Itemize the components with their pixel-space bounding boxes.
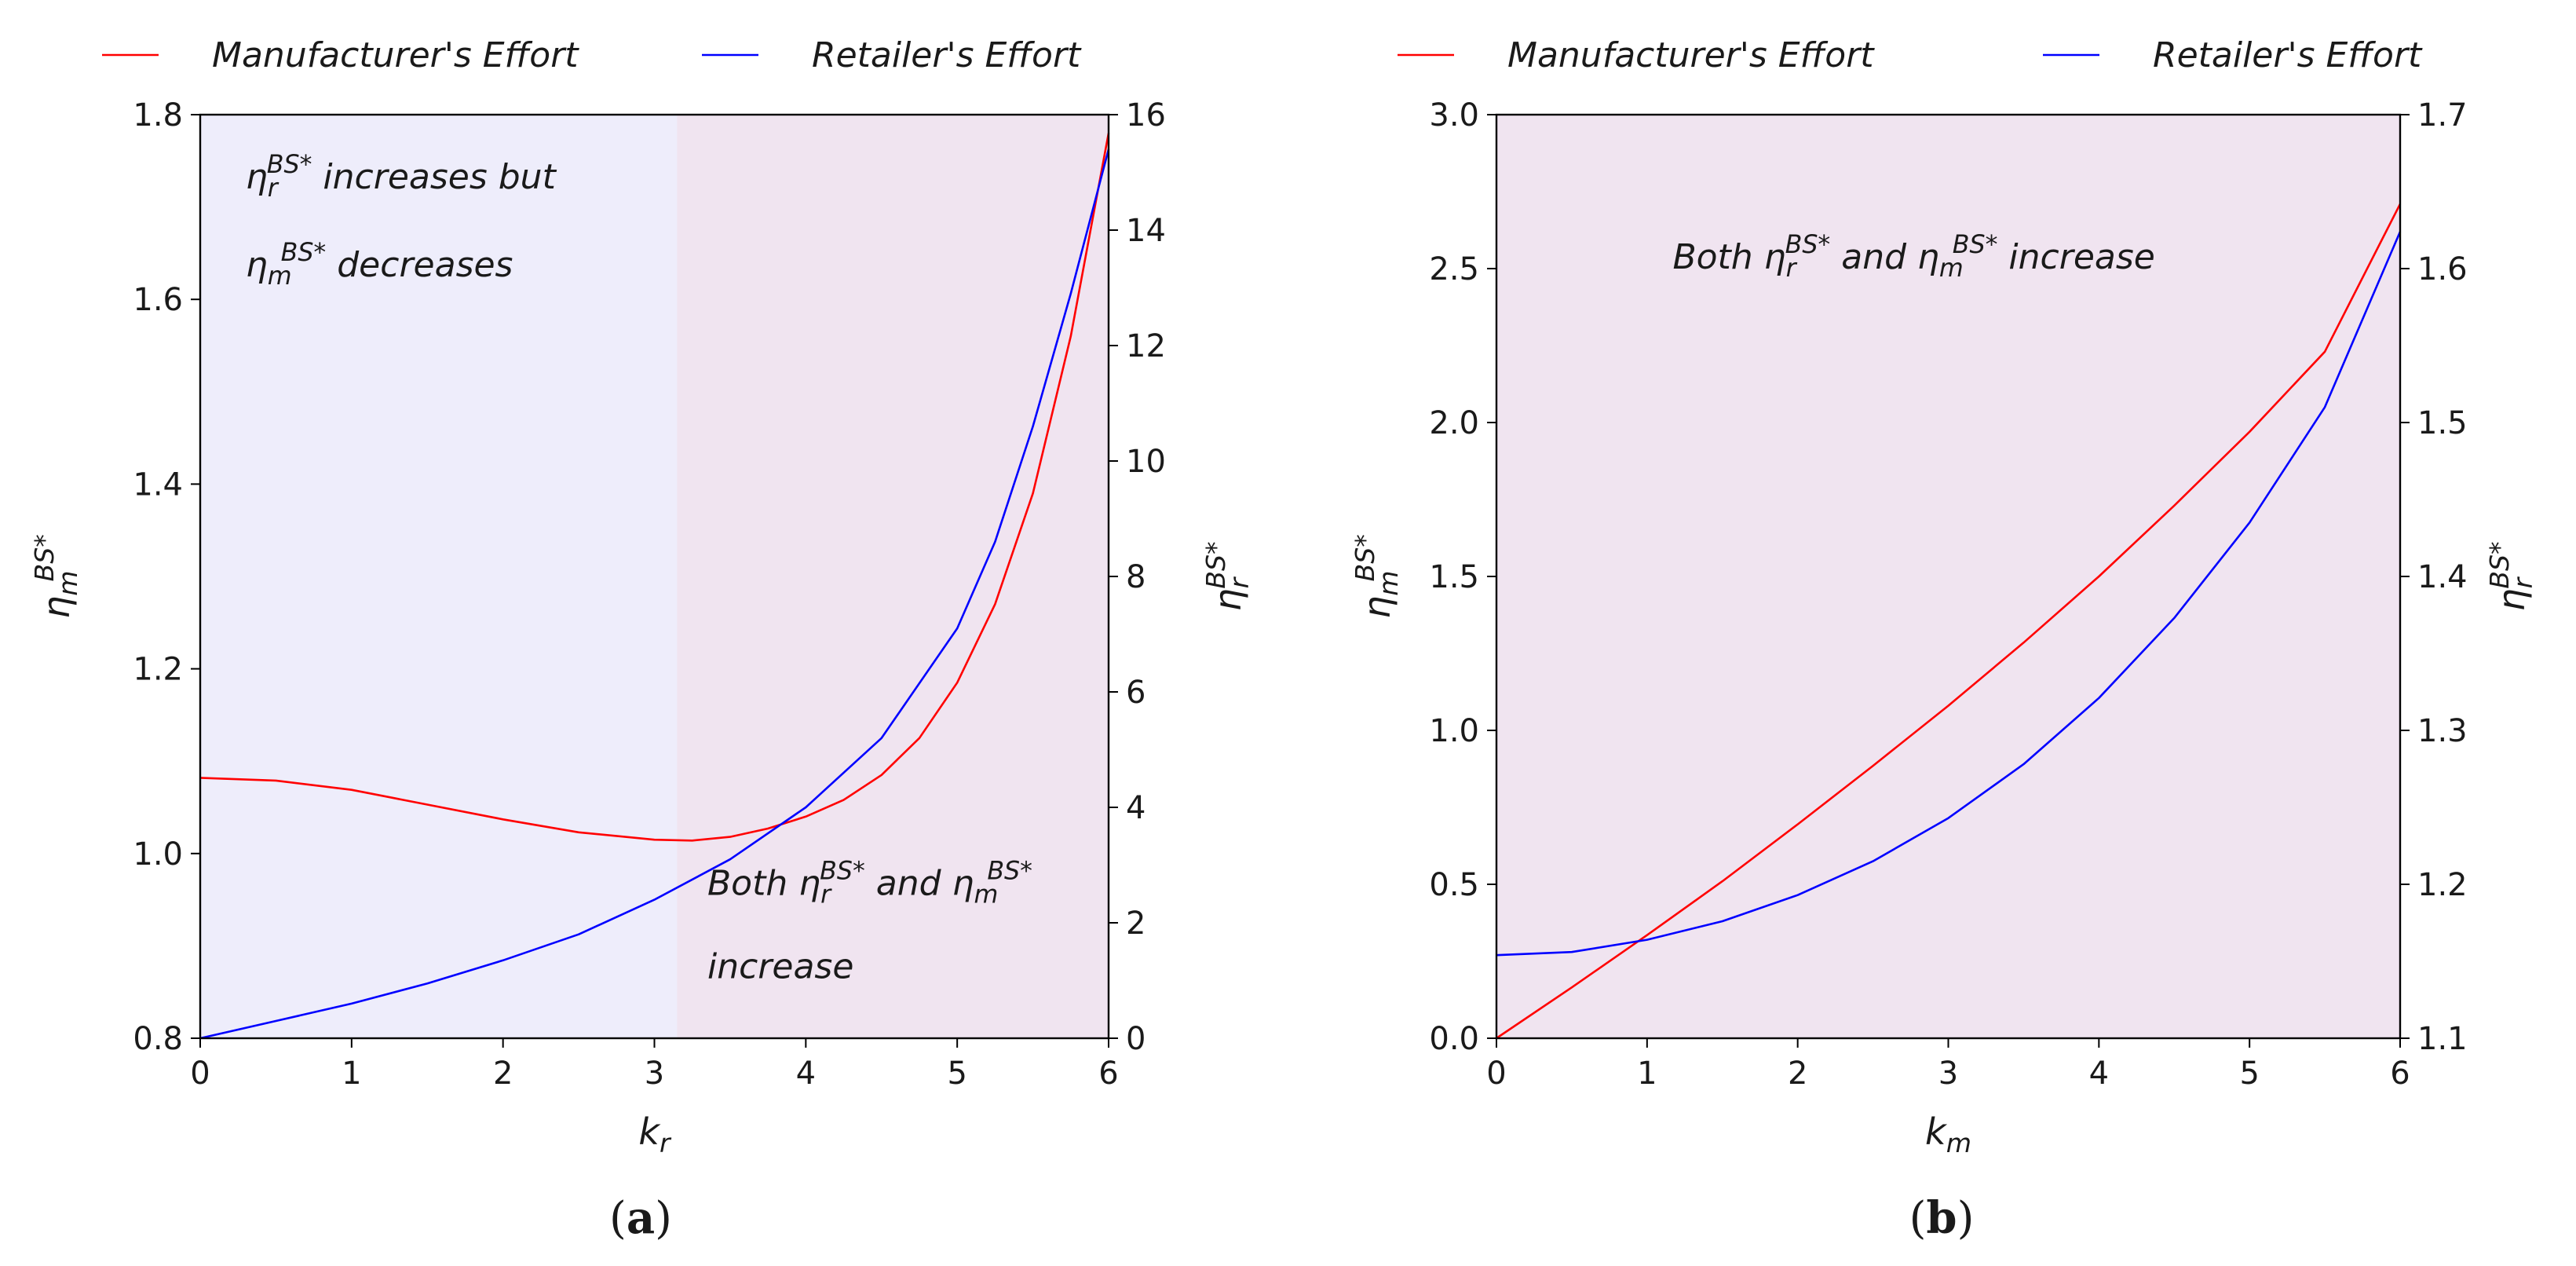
x-tick-label: 5 bbox=[947, 1056, 966, 1092]
y-right-tick-label: 1.4 bbox=[2417, 559, 2468, 595]
y-right-tick-label: 8 bbox=[1126, 559, 1145, 595]
y-right-tick-label: 1.5 bbox=[2417, 405, 2468, 441]
y-right-tick-label: 1.3 bbox=[2417, 713, 2468, 749]
manufacturer-effort-line bbox=[199, 133, 1110, 842]
y-left-tick-label: 1.6 bbox=[133, 282, 183, 318]
y-left-axis-label: ηmBS* bbox=[29, 534, 83, 619]
shaded-region-1 bbox=[1496, 115, 2400, 1038]
retailer-effort-line bbox=[199, 148, 1110, 1040]
shaded-region-1 bbox=[200, 115, 678, 1038]
y-right-tick-label: 0 bbox=[1126, 1021, 1145, 1057]
y-left-tick-label: 1.8 bbox=[133, 97, 183, 134]
annotation-3: Both ηrBS* and ηmBS* bbox=[707, 858, 1032, 909]
y-left-tick-label: 1.0 bbox=[133, 836, 183, 873]
x-tick-label: 6 bbox=[1098, 1056, 1118, 1092]
chart-a: 0 1 2 3 4 5 60.81.01.21.41.61.80246810121416kr… bbox=[29, 35, 1255, 1158]
y-left-tick-label: 0.5 bbox=[1429, 867, 1479, 903]
x-tick-label: 2 bbox=[1788, 1056, 1807, 1092]
annotation-2: ηmBS* decreases bbox=[246, 239, 513, 291]
x-tick-label: 4 bbox=[796, 1056, 816, 1092]
annotation-1: Both ηrBS* and ηmBS* increase bbox=[1672, 231, 2154, 283]
y-right-tick-label: 1.1 bbox=[2417, 1021, 2468, 1057]
x-axis-label: km bbox=[1925, 1110, 1971, 1158]
legend-retailer: Retailer's Effort bbox=[2043, 35, 2423, 75]
x-tick-label: 5 bbox=[2239, 1056, 2259, 1092]
y-right-tick-label: 1.6 bbox=[2417, 251, 2468, 287]
y-left-tick-label: 2.5 bbox=[1429, 251, 1479, 287]
y-left-tick-label: 1.0 bbox=[1429, 713, 1479, 749]
y-right-tick-label: 12 bbox=[1126, 328, 1166, 364]
annotation-4: increase bbox=[707, 947, 853, 987]
legend-manufacturer: Manufacturer's Effort bbox=[1398, 35, 1875, 75]
y-right-axis-label: ηrBS* bbox=[2484, 541, 2538, 611]
y-right-axis-label: ηrBS* bbox=[1200, 541, 1255, 611]
x-tick-label: 3 bbox=[645, 1056, 664, 1092]
y-left-tick-label: 1.4 bbox=[133, 467, 183, 503]
shaded-region-2 bbox=[677, 115, 1109, 1038]
legend-label: Manufacturer's Effort bbox=[1507, 35, 1875, 75]
y-left-tick-label: 1.2 bbox=[133, 652, 183, 688]
y-right-tick-label: 16 bbox=[1126, 97, 1166, 134]
y-left-tick-label: 1.5 bbox=[1429, 559, 1479, 595]
caption-b: (b) bbox=[1909, 1192, 1975, 1244]
retailer-effort-line bbox=[1496, 231, 2402, 957]
manufacturer-effort-line bbox=[1496, 203, 2402, 1040]
y-right-tick-label: 2 bbox=[1126, 906, 1145, 942]
annotation-1: ηrBS* increases but bbox=[246, 151, 557, 203]
y-right-tick-label: 1.7 bbox=[2417, 97, 2468, 134]
legend-manufacturer: Manufacturer's Effort bbox=[102, 35, 579, 75]
y-left-tick-label: 3.0 bbox=[1429, 97, 1479, 134]
x-tick-label: 0 bbox=[1486, 1056, 1506, 1092]
y-right-tick-label: 4 bbox=[1126, 790, 1145, 826]
x-tick-label: 4 bbox=[2089, 1056, 2109, 1092]
y-right-tick-label: 14 bbox=[1126, 213, 1166, 249]
x-tick-label: 1 bbox=[342, 1056, 361, 1092]
legend-retailer: Retailer's Effort bbox=[702, 35, 1082, 75]
legend-label: Manufacturer's Effort bbox=[212, 35, 579, 75]
x-tick-label: 3 bbox=[1938, 1056, 1958, 1092]
y-left-tick-label: 0.8 bbox=[133, 1021, 183, 1057]
y-right-tick-label: 6 bbox=[1126, 675, 1145, 711]
y-left-tick-label: 0.0 bbox=[1429, 1021, 1479, 1057]
chart-b: 0 1 2 3 4 5 6 0.0 0.5 1.0 1.5 2.0 2.5 3.0 1.1 1.2 1.3 1.4… bbox=[1350, 35, 2538, 1158]
x-tick-label: 6 bbox=[2390, 1056, 2410, 1092]
y-right-tick-label: 1.2 bbox=[2417, 867, 2468, 903]
x-tick-label: 1 bbox=[1637, 1056, 1657, 1092]
x-axis-label: kr bbox=[638, 1110, 672, 1158]
x-tick-label: 2 bbox=[493, 1056, 513, 1092]
y-right-tick-label: 10 bbox=[1126, 444, 1166, 480]
legend-label: Retailer's Effort bbox=[812, 35, 1082, 75]
y-left-axis-label: ηmBS* bbox=[1350, 534, 1404, 619]
caption-a: (a) bbox=[609, 1192, 672, 1244]
x-tick-label: 0 bbox=[190, 1056, 210, 1092]
y-left-tick-label: 2.0 bbox=[1429, 405, 1479, 441]
legend-label: Retailer's Effort bbox=[2153, 35, 2423, 75]
